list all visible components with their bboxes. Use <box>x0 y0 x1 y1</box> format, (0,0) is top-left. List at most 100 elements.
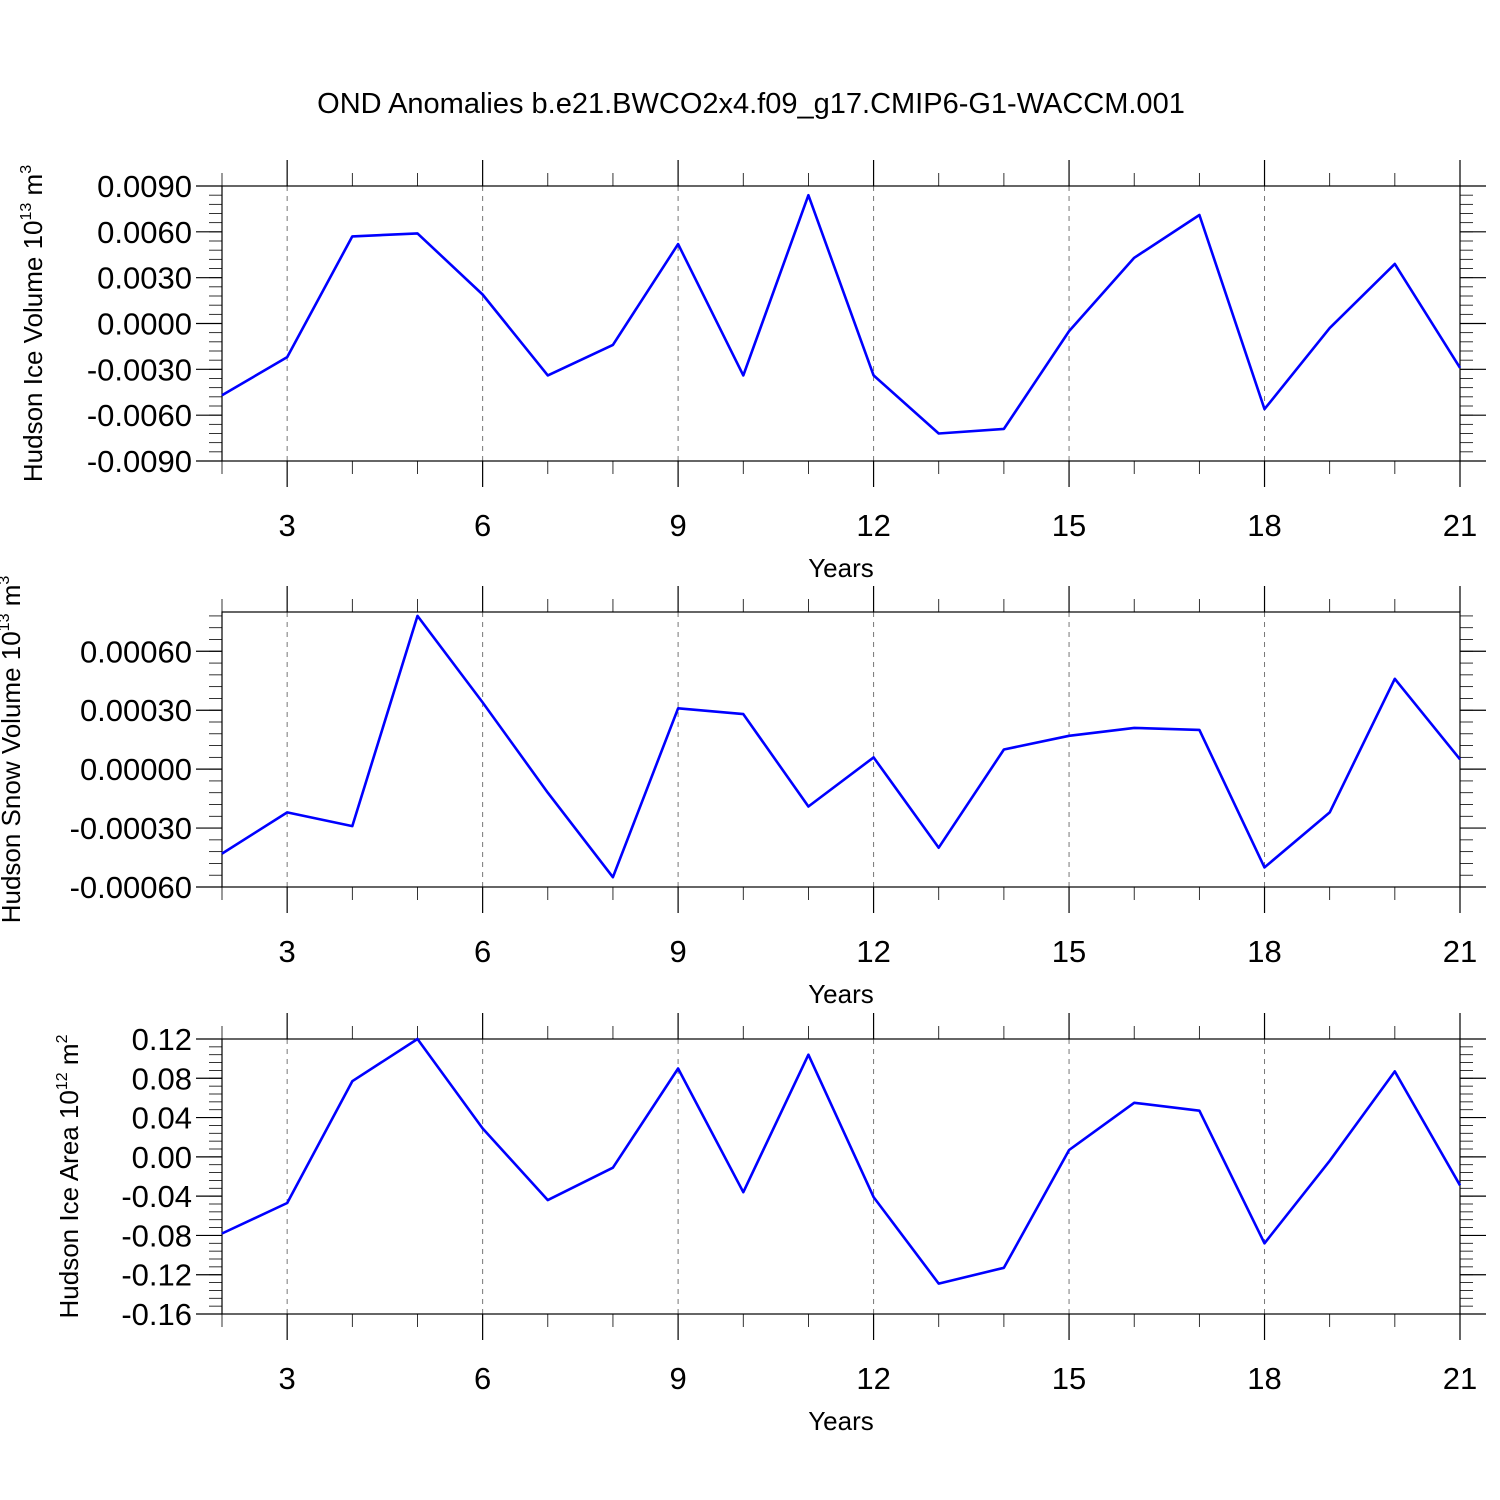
data-point <box>676 706 680 710</box>
data-point <box>1458 366 1462 370</box>
data-point <box>1002 1266 1006 1270</box>
data-point <box>1197 728 1201 732</box>
data-point <box>546 791 550 795</box>
data-point <box>611 875 615 879</box>
y-tick-label: -0.0090 <box>87 444 192 479</box>
x-axis-title: Years <box>808 1406 874 1436</box>
y-tick-label: 0.00030 <box>80 693 192 728</box>
y-axis-title-exponent: 12 <box>54 1072 71 1090</box>
data-point <box>741 712 745 716</box>
y-tick-label: 0.0030 <box>97 261 192 296</box>
y-tick-label: 0.0090 <box>97 169 192 204</box>
data-point <box>1328 810 1332 814</box>
y-tick-label: -0.16 <box>121 1297 192 1332</box>
y-tick-label: -0.00030 <box>70 811 192 846</box>
x-tick-label: 12 <box>856 508 890 543</box>
data-point <box>1197 1109 1201 1113</box>
data-point <box>806 804 810 808</box>
y-axis-title-prefix: Hudson Ice Volume 10 <box>18 220 48 482</box>
y-axis-title-unit-exponent: 2 <box>54 1034 71 1043</box>
data-point <box>350 234 354 238</box>
plot-frame <box>221 1038 1461 1315</box>
y-tick-label: 0.08 <box>132 1061 192 1096</box>
y-tick-label: -0.12 <box>121 1258 192 1293</box>
data-point <box>1132 726 1136 730</box>
panel-3: 3 6 9 12 15 18 21 0.12 0.08 0.04 0.00 -0.04 -0.08 -0.… <box>54 1013 1486 1436</box>
data-point <box>1067 734 1071 738</box>
data-point <box>1393 677 1397 681</box>
x-tick-label: 15 <box>1052 1361 1086 1396</box>
panel-2: 3 6 9 12 15 18 21 0.00060 0.00030 0.00000 -0.00030… <box>0 576 1486 1009</box>
x-tick-label: 3 <box>279 1361 296 1396</box>
data-point <box>220 852 224 856</box>
y-tick-label: -0.0030 <box>87 352 192 387</box>
y-axis-title-unit: m <box>0 585 26 614</box>
data-point <box>285 1201 289 1205</box>
x-tick-label: 6 <box>474 934 491 969</box>
y-axis-title-exponent: 13 <box>18 203 35 221</box>
y-axis-title: Hudson Ice Area 1012 m2 <box>54 1034 84 1318</box>
data-point <box>1002 748 1006 752</box>
x-tick-label: 12 <box>856 934 890 969</box>
y-tick-label: 0.00060 <box>80 634 192 669</box>
data-point <box>285 355 289 359</box>
data-point <box>937 1282 941 1286</box>
y-axis-title-unit: m <box>54 1043 84 1072</box>
x-tick-label: 6 <box>474 1361 491 1396</box>
data-point <box>1393 1069 1397 1073</box>
y-axis-title: Hudson Snow Volume 1013 m3 <box>0 576 26 924</box>
data-point <box>1067 329 1071 333</box>
data-point <box>872 1195 876 1199</box>
data-point <box>676 1066 680 1070</box>
y-tick-label: 0.04 <box>132 1101 192 1136</box>
data-point <box>741 1190 745 1194</box>
x-tick-label: 3 <box>279 508 296 543</box>
data-point <box>1263 865 1267 869</box>
data-point <box>546 1198 550 1202</box>
x-tick-label: 21 <box>1443 1361 1477 1396</box>
data-point <box>1328 326 1332 330</box>
plot-frame <box>221 185 1461 462</box>
data-point <box>611 343 615 347</box>
y-axis-title-unit: m <box>18 174 48 203</box>
data-point <box>546 373 550 377</box>
data-point <box>937 846 941 850</box>
x-tick-label: 9 <box>669 508 686 543</box>
data-point <box>1197 213 1201 217</box>
data-point <box>1132 1101 1136 1105</box>
x-tick-label: 15 <box>1052 508 1086 543</box>
y-tick-label: -0.08 <box>121 1218 192 1253</box>
data-point <box>1067 1148 1071 1152</box>
data-point <box>676 242 680 246</box>
x-tick-label: 21 <box>1443 508 1477 543</box>
data-point <box>872 373 876 377</box>
data-point <box>806 1053 810 1057</box>
y-axis-title-unit-exponent: 3 <box>18 165 35 174</box>
y-axis-title-unit-exponent: 3 <box>0 576 13 585</box>
data-point <box>481 700 485 704</box>
data-point <box>1002 427 1006 431</box>
data-point <box>1458 757 1462 761</box>
x-tick-label: 3 <box>279 934 296 969</box>
x-tick-label: 12 <box>856 1361 890 1396</box>
x-axis-title: Years <box>808 553 874 583</box>
x-tick-label: 18 <box>1247 934 1281 969</box>
x-tick-label: 18 <box>1247 1361 1281 1396</box>
series-line <box>221 193 1462 435</box>
data-point <box>806 193 810 197</box>
y-tick-label: 0.00000 <box>80 752 192 787</box>
y-tick-label: -0.04 <box>121 1179 192 1214</box>
series-line <box>221 1037 1462 1285</box>
panel-1: 3 6 9 12 15 18 21 0.0090 0.0060 0.0030 0.0000 -0.00… <box>18 160 1486 583</box>
data-point <box>1393 262 1397 266</box>
data-point <box>937 432 941 436</box>
y-axis-title: Hudson Ice Volume 1013 m3 <box>18 165 48 482</box>
x-tick-label: 6 <box>474 508 491 543</box>
x-tick-label: 9 <box>669 934 686 969</box>
y-tick-label: 0.00 <box>132 1140 192 1175</box>
y-axis-title-prefix: Hudson Snow Volume 10 <box>0 631 26 923</box>
data-point <box>220 393 224 397</box>
y-tick-label: -0.0060 <box>87 398 192 433</box>
plot-frame <box>221 611 1461 888</box>
